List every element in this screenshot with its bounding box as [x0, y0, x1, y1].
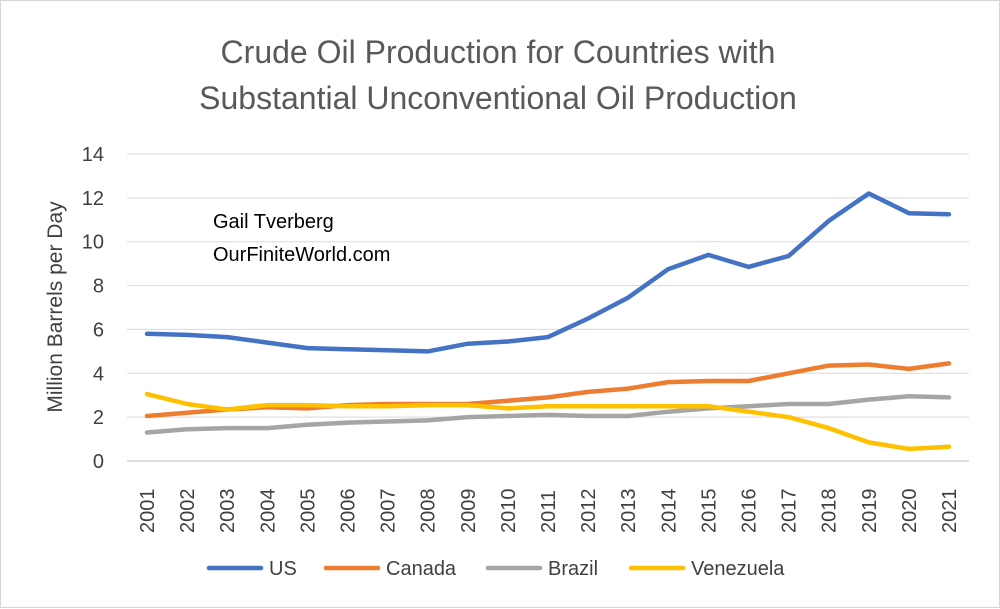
y-axis-label: Million Barrels per Day	[44, 201, 67, 413]
legend-label: Venezuela	[691, 558, 785, 580]
legend-item-canada: Canada	[323, 558, 457, 580]
legend: US Canada Brazil Venezuela	[206, 558, 785, 580]
series-line-venezuela	[144, 391, 952, 452]
x-tick-label: 2014	[658, 489, 680, 534]
x-tick-label: 2021	[939, 489, 961, 534]
gridlines	[127, 153, 969, 462]
legend-label: US	[269, 558, 297, 580]
series-line-us	[144, 191, 952, 354]
series-lines	[144, 191, 952, 452]
x-tick-label: 2003	[217, 489, 239, 534]
x-tick-label: 2015	[698, 489, 720, 534]
x-tick-label: 2004	[257, 489, 279, 534]
x-tick-label: 2007	[378, 489, 400, 534]
x-axis-tick-labels: 2001 2002 2003 2004 2005 2006 2007 2008 2009 2010…	[137, 489, 961, 534]
legend-item-us: US	[206, 558, 297, 580]
y-tick-label: 2	[93, 407, 104, 429]
y-tick-label: 8	[93, 276, 104, 298]
x-tick-label: 2019	[859, 489, 881, 534]
legend-label: Canada	[386, 558, 457, 580]
x-tick-label: 2020	[899, 489, 921, 534]
annotation-author: Gail Tverberg	[213, 211, 334, 233]
y-tick-label: 6	[93, 319, 104, 341]
chart-title-line-1: Crude Oil Production for Countries with	[221, 34, 776, 70]
series-line-canada	[144, 361, 952, 419]
chart-title-line-2: Substantial Unconventional Oil Productio…	[199, 80, 797, 116]
x-tick-label: 2016	[738, 489, 760, 534]
x-tick-label: 2001	[137, 489, 159, 534]
y-tick-label: 14	[82, 144, 104, 166]
y-tick-label: 4	[93, 363, 104, 385]
legend-item-venezuela: Venezuela	[628, 558, 785, 580]
x-tick-label: 2005	[297, 489, 319, 534]
y-axis-tick-labels: 0 2 4 6 8 10 12 14	[82, 144, 104, 473]
x-tick-label: 2018	[819, 489, 841, 534]
y-tick-label: 12	[82, 188, 104, 210]
y-tick-label: 10	[82, 232, 104, 254]
legend-label: Brazil	[548, 558, 598, 580]
x-tick-label: 2010	[498, 489, 520, 534]
x-tick-label: 2017	[779, 489, 801, 534]
y-tick-label: 0	[93, 451, 104, 473]
legend-item-brazil: Brazil	[485, 558, 598, 580]
series-line-brazil	[144, 394, 952, 435]
x-tick-label: 2012	[578, 489, 600, 534]
x-tick-label: 2009	[458, 489, 480, 534]
x-tick-label: 2013	[618, 489, 640, 534]
x-tick-label: 2008	[418, 489, 440, 534]
x-tick-label: 2011	[538, 490, 560, 533]
x-tick-label: 2006	[338, 489, 360, 534]
x-tick-label: 2002	[177, 489, 199, 534]
annotation-website: OurFiniteWorld.com	[213, 244, 390, 266]
